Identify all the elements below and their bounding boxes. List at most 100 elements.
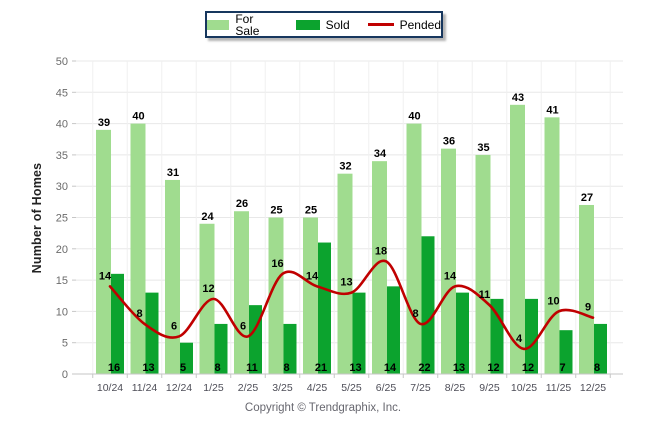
pended-line-swatch-icon	[367, 23, 394, 26]
bar-sold	[594, 323, 607, 374]
for-sale-value-label: 40	[132, 111, 144, 123]
bar-sold	[145, 292, 159, 374]
legend-label-sold: Sold	[325, 17, 350, 32]
legend-label-pended: Pended	[399, 17, 441, 32]
bar-for-sale	[234, 211, 249, 374]
x-tick-label: 10/25	[511, 382, 537, 394]
sold-value-label: 5	[180, 362, 186, 374]
y-tick-label: 35	[56, 150, 68, 162]
pended-value-label: 8	[412, 308, 418, 320]
x-tick-label: 2/25	[238, 382, 259, 394]
pended-line	[108, 259, 595, 351]
x-tick-label: 3/25	[272, 382, 293, 394]
bar-for-sale	[406, 123, 422, 374]
x-tick-label: 4/25	[307, 382, 328, 394]
bar-for-sale	[510, 104, 525, 374]
bar-for-sale	[579, 204, 594, 374]
pended-value-label: 12	[202, 283, 214, 295]
bar-for-sale	[165, 179, 180, 374]
bar-for-sale	[337, 173, 353, 374]
bar-for-sale	[199, 223, 215, 374]
pended-value-label: 16	[271, 258, 283, 270]
bar-sold	[283, 323, 297, 374]
bar-sold	[525, 298, 538, 374]
x-tick-label: 7/25	[410, 382, 431, 394]
pended-value-label: 10	[547, 295, 559, 307]
x-tick-label: 6/25	[376, 382, 397, 394]
x-tick-label: 10/24	[97, 382, 123, 394]
bar-sold	[559, 330, 573, 374]
pended-value-label: 8	[136, 308, 142, 320]
for-sale-value-label: 43	[512, 92, 524, 104]
y-tick-label: 50	[56, 56, 68, 68]
sold-value-label: 14	[384, 362, 397, 374]
sold-swatch-icon	[295, 19, 320, 30]
copyright-text: Copyright © Trendgraphix, Inc.	[244, 402, 402, 414]
legend-item-for-sale: For Sale	[207, 13, 278, 37]
bar-sold	[456, 292, 469, 374]
bar-for-sale	[130, 123, 146, 374]
bar-sold	[180, 342, 193, 374]
for-sale-swatch-icon	[207, 19, 230, 30]
bar-sold	[214, 323, 228, 374]
x-tick-label: 9/25	[479, 382, 500, 394]
for-sale-value-label: 34	[374, 148, 387, 160]
legend: For Sale Sold Pended	[205, 11, 443, 38]
x-tick-label: 8/25	[445, 382, 466, 394]
sold-value-label: 8	[214, 362, 220, 374]
pended-value-label: 13	[340, 277, 352, 289]
for-sale-value-label: 31	[167, 167, 179, 179]
legend-label-for-sale: For Sale	[235, 11, 260, 38]
sold-value-label: 16	[108, 362, 120, 374]
y-tick-label: 5	[62, 338, 68, 350]
pended-value-label: 11	[479, 289, 491, 301]
y-axis-title: Number of Homes	[30, 162, 44, 274]
legend-item-pended: Pended	[367, 17, 441, 32]
for-sale-value-label: 40	[408, 111, 420, 123]
y-tick-label: 25	[56, 213, 68, 225]
pended-value-label: 14	[306, 270, 319, 282]
bar-sold	[387, 286, 400, 374]
pended-value-label: 6	[171, 320, 177, 332]
pended-value-label: 14	[444, 270, 457, 282]
bar-for-sale	[303, 217, 318, 374]
y-tick-label: 0	[62, 369, 68, 381]
for-sale-value-label: 26	[236, 198, 248, 210]
sold-value-label: 13	[349, 362, 361, 374]
x-tick-label: 11/24	[132, 382, 158, 394]
for-sale-value-label: 36	[443, 136, 455, 148]
for-sale-value-label: 41	[546, 104, 558, 116]
sold-value-label: 21	[315, 362, 327, 374]
bar-for-sale	[441, 148, 456, 374]
bar-sold	[352, 292, 366, 374]
bar-sold	[318, 242, 331, 374]
bar-for-sale	[96, 129, 111, 374]
y-tick-label: 15	[56, 275, 68, 287]
x-tick-label: 12/24	[166, 382, 192, 394]
bar-for-sale	[268, 217, 284, 374]
pended-value-label: 14	[99, 270, 112, 282]
pended-value-label: 6	[240, 320, 246, 332]
x-tick-label: 5/25	[341, 382, 362, 394]
pended-value-label: 4	[516, 333, 523, 345]
sold-value-label: 12	[522, 362, 534, 374]
sold-value-label: 8	[594, 362, 600, 374]
legend-item-sold: Sold	[295, 17, 350, 32]
sold-value-label: 13	[142, 362, 154, 374]
y-tick-label: 20	[56, 244, 68, 256]
sold-value-label: 12	[487, 362, 499, 374]
sold-value-label: 13	[453, 362, 465, 374]
x-tick-label: 12/25	[580, 382, 606, 394]
pended-value-label: 9	[585, 302, 591, 314]
sold-value-label: 7	[559, 362, 565, 374]
bar-sold	[421, 236, 435, 374]
y-tick-label: 10	[56, 306, 68, 318]
for-sale-value-label: 32	[339, 161, 351, 173]
x-tick-label: 1/25	[203, 382, 224, 394]
y-tick-label: 45	[56, 87, 68, 99]
for-sale-value-label: 27	[581, 192, 593, 204]
for-sale-value-label: 25	[305, 205, 317, 217]
y-tick-label: 40	[56, 119, 68, 131]
pended-value-label: 18	[375, 245, 387, 257]
sold-value-label: 11	[246, 362, 258, 374]
